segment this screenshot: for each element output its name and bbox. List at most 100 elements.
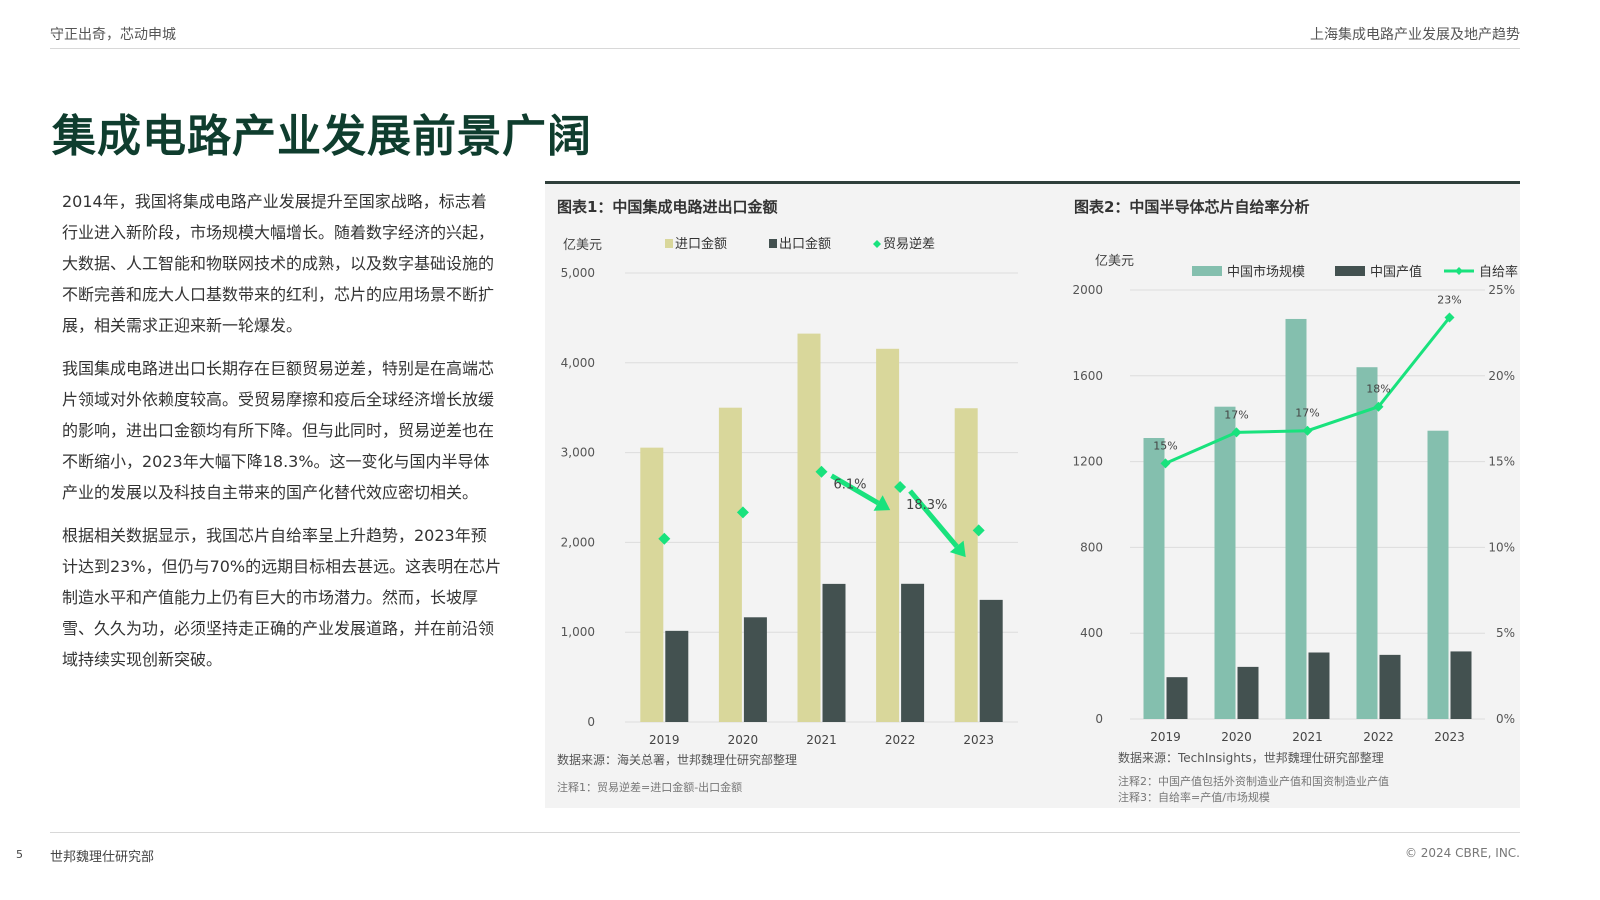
body-text: 2014年，我国将集成电路产业发展提升至国家战略，标志着行业进入新阶段，市场规模… bbox=[62, 186, 502, 687]
chart2-y-tick: 1600 bbox=[1072, 369, 1103, 383]
chart2-rate-marker bbox=[1444, 312, 1455, 323]
chart2-y2-tick: 0% bbox=[1496, 712, 1515, 726]
chart2-y2-tick: 5% bbox=[1496, 626, 1515, 640]
chart1-deficit-marker bbox=[736, 506, 749, 519]
chart1-deficit-marker bbox=[658, 532, 671, 545]
chart1-bar-import bbox=[640, 447, 664, 722]
chart1-legend-label: 出口金额 bbox=[779, 236, 831, 252]
chart1-deficit-marker bbox=[815, 465, 828, 478]
chart2-bar-market bbox=[1143, 438, 1165, 719]
header-divider bbox=[50, 48, 1520, 49]
chart1-bar-import bbox=[954, 408, 978, 722]
chart1-y-tick: 3,000 bbox=[561, 446, 595, 460]
chart2-legend-marker bbox=[1455, 267, 1463, 275]
chart1-y-tick: 0 bbox=[587, 715, 595, 729]
chart1-x-tick: 2021 bbox=[806, 733, 837, 747]
chart2-rate-label: 15% bbox=[1153, 439, 1177, 452]
chart1-bar-export bbox=[743, 617, 767, 722]
chart1-deficit-marker bbox=[972, 524, 985, 537]
chart2-legend-swatch bbox=[1335, 266, 1365, 276]
chart1-decline-arrow-head bbox=[949, 540, 966, 558]
chart2-bar-market bbox=[1214, 406, 1236, 719]
chart2-y-tick: 0 bbox=[1095, 712, 1103, 726]
page-title: 集成电路产业发展前景广阔 bbox=[52, 111, 592, 162]
chart1-legend-label: 贸易逆差 bbox=[883, 236, 935, 252]
chart1-bar-export bbox=[822, 583, 846, 722]
paragraph-1: 2014年，我国将集成电路产业发展提升至国家战略，标志着行业进入新阶段，市场规模… bbox=[62, 192, 495, 335]
header-tagline: 守正出奇，芯动申城 bbox=[50, 27, 176, 43]
chart2-y-tick: 400 bbox=[1080, 626, 1103, 640]
header-report-title: 上海集成电路产业发展及地产趋势 bbox=[1310, 27, 1520, 43]
chart2-y2-tick: 15% bbox=[1488, 455, 1515, 469]
paragraph-2: 我国集成电路进出口长期存在巨额贸易逆差，特别是在高端芯片领域对外依赖度较高。受贸… bbox=[62, 359, 495, 502]
chart1-title: 图表1：中国集成电路进出口金额 bbox=[557, 198, 778, 216]
paragraph-3: 根据相关数据显示，我国芯片自给率呈上升趋势，2023年预计达到23%，但仍与70… bbox=[62, 526, 502, 669]
chart2-rate-marker bbox=[1373, 401, 1384, 412]
chart1-legend-label: 进口金额 bbox=[675, 236, 727, 252]
chart2-legend-swatch bbox=[1192, 266, 1222, 276]
chart1-legend-swatch bbox=[769, 239, 777, 248]
chart2-bar-market bbox=[1356, 367, 1378, 719]
chart2-note-1: 注释2：中国产值包括外资制造业产值和国资制造业产值 bbox=[1118, 775, 1389, 788]
chart1-annotation: 6.1% bbox=[834, 478, 867, 493]
chart1-y-tick: 5,000 bbox=[561, 266, 595, 280]
chart2-y-tick: 1200 bbox=[1072, 455, 1103, 469]
chart1-decline-arrow-shaft bbox=[908, 489, 959, 548]
chart1-legend-swatch bbox=[665, 239, 673, 248]
chart2-bar-output bbox=[1237, 666, 1259, 719]
chart2-x-tick: 2020 bbox=[1221, 730, 1252, 744]
chart2-self-sufficiency: 0 400 800 1200 1600 2000 0% 5% 10% 15% 20% 25% 亿美元中国… bbox=[1072, 254, 1518, 744]
chart2-bar-market bbox=[1285, 318, 1307, 719]
footer-divider bbox=[50, 832, 1520, 833]
chart2-rate-marker bbox=[1160, 458, 1171, 469]
chart1-x-tick: 2020 bbox=[728, 733, 759, 747]
chart2-y2-tick: 10% bbox=[1488, 540, 1515, 554]
chart2-x-tick: 2021 bbox=[1292, 730, 1323, 744]
chart2-legend-label: 中国市场规模 bbox=[1227, 264, 1305, 280]
chart1-x-tick: 2023 bbox=[963, 733, 994, 747]
chart2-rate-label: 23% bbox=[1437, 293, 1461, 306]
chart1-bar-export bbox=[979, 599, 1003, 722]
chart2-bar-market bbox=[1427, 430, 1449, 719]
chart2-title: 图表2：中国半导体芯片自给率分析 bbox=[1074, 198, 1310, 216]
chart1-bar-import bbox=[718, 407, 742, 722]
chart1-y-tick: 2,000 bbox=[561, 535, 595, 549]
page-number: 5 bbox=[16, 848, 23, 861]
chart1-decline-arrow-shaft bbox=[830, 473, 880, 506]
chart1-bar-import bbox=[876, 348, 900, 722]
chart1-bar-export bbox=[665, 630, 689, 722]
chart2-note-2: 注释3：自给率=产值/市场规模 bbox=[1118, 791, 1270, 804]
footer-copyright: © 2024 CBRE, INC. bbox=[1404, 846, 1520, 860]
chart2-y-tick: 800 bbox=[1080, 540, 1103, 554]
chart1-source: 数据来源：海关总署，世邦魏理仕研究部整理 bbox=[557, 753, 798, 767]
chart2-legend-label: 中国产值 bbox=[1370, 264, 1422, 280]
chart2-x-tick: 2019 bbox=[1150, 730, 1181, 744]
chart2-bar-output bbox=[1379, 654, 1401, 719]
chart1-annotation: 18.3% bbox=[906, 498, 947, 513]
chart1-y-tick: 4,000 bbox=[561, 356, 595, 370]
chart1-import-export: 0 1,000 2,000 3,000 4,000 5,000 亿美元 进口金额 出口金额 贸易逆… bbox=[561, 236, 1018, 747]
chart2-y-tick: 2000 bbox=[1072, 283, 1103, 297]
footer-department: 世邦魏理仕研究部 bbox=[50, 850, 155, 865]
chart1-note: 注释1：贸易逆差=进口金额-出口金额 bbox=[557, 781, 743, 794]
chart1-y-axis-label: 亿美元 bbox=[563, 238, 602, 253]
chart2-y-axis-label: 亿美元 bbox=[1095, 254, 1134, 269]
chart2-rate-line bbox=[1164, 316, 1451, 465]
chart2-source: 数据来源：TechInsights，世邦魏理仕研究部整理 bbox=[1118, 751, 1384, 765]
chart2-bar-output bbox=[1166, 677, 1188, 719]
chart-panel: 图表1：中国集成电路进出口金额 图表2：中国半导体芯片自给率分析 0 1,000 2… bbox=[545, 181, 1520, 808]
chart2-rate-marker bbox=[1302, 425, 1313, 436]
chart2-bar-output bbox=[1450, 651, 1472, 719]
chart2-rate-label: 18% bbox=[1366, 383, 1390, 396]
chart2-y2-tick: 20% bbox=[1488, 369, 1515, 383]
chart1-x-tick: 2022 bbox=[885, 733, 916, 747]
chart2-y2-tick: 25% bbox=[1488, 283, 1515, 297]
chart2-rate-marker bbox=[1231, 427, 1242, 438]
chart2-rate-label: 17% bbox=[1224, 408, 1248, 421]
chart1-legend-swatch bbox=[873, 240, 881, 248]
chart2-legend-label: 自给率 bbox=[1479, 264, 1518, 280]
chart2-rate-label: 17% bbox=[1295, 407, 1319, 420]
chart1-bar-export bbox=[901, 583, 925, 722]
chart2-x-tick: 2022 bbox=[1363, 730, 1394, 744]
chart1-decline-arrow-head bbox=[873, 495, 891, 511]
